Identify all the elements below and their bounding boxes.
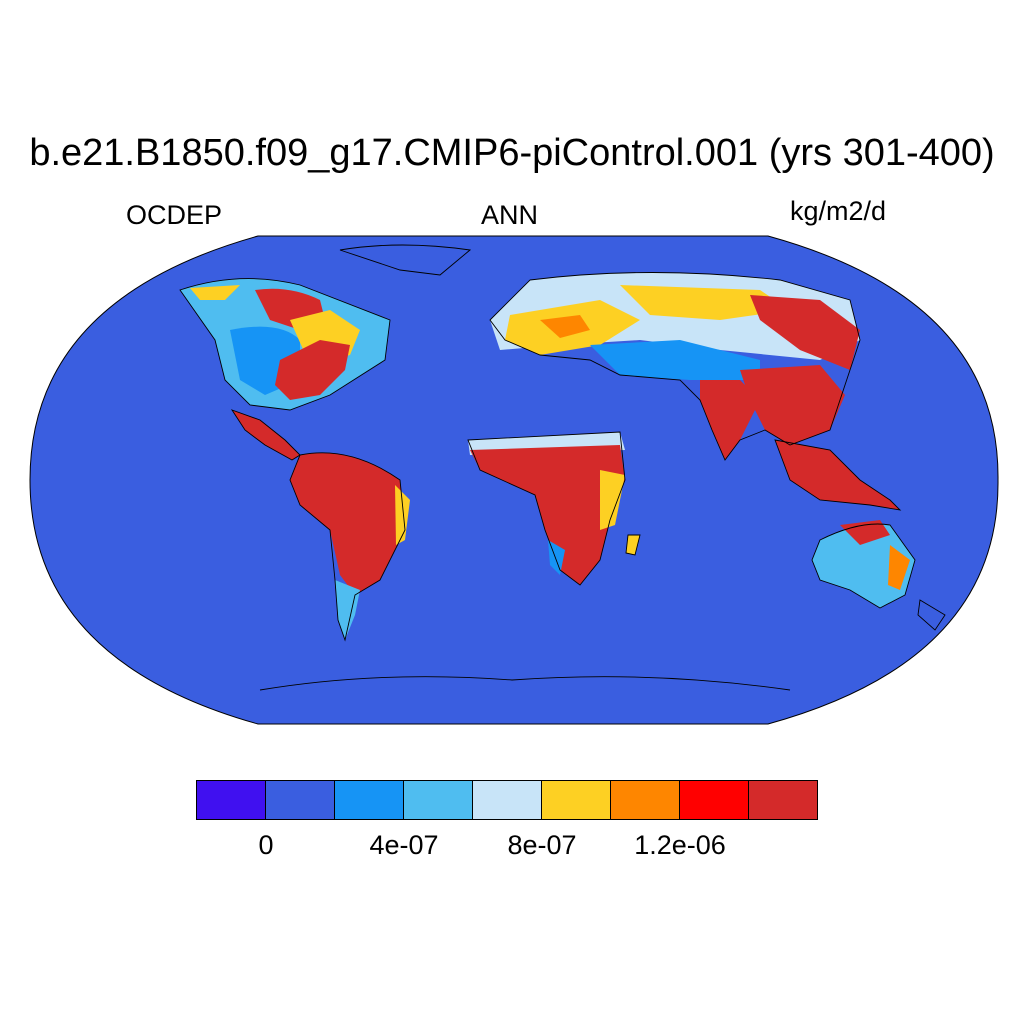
central-america bbox=[232, 410, 300, 460]
colorbar bbox=[196, 780, 818, 820]
east-us-red bbox=[275, 340, 350, 400]
colorbar-tick-label: 0 bbox=[258, 830, 274, 860]
colorbar-swatch bbox=[334, 780, 404, 820]
southeast-asia-red bbox=[775, 440, 900, 510]
colorbar-swatch bbox=[679, 780, 749, 820]
central-asia-blue bbox=[590, 340, 760, 380]
colorbar-swatch bbox=[265, 780, 335, 820]
india-red bbox=[700, 380, 760, 460]
colorbar-swatch bbox=[610, 780, 680, 820]
season-label: ANN bbox=[481, 200, 539, 230]
colorbar-tick-label: 4e-07 bbox=[369, 830, 439, 860]
colorbar-tick-label: 8e-07 bbox=[507, 830, 577, 860]
colorbar-swatch bbox=[472, 780, 542, 820]
siberia-yellow bbox=[620, 285, 790, 320]
south-america-south bbox=[335, 580, 360, 640]
plot-title: b.e21.B1850.f09_g17.CMIP6-piControl.001 … bbox=[29, 132, 995, 174]
units-label: kg/m2/d bbox=[790, 196, 887, 226]
madagascar bbox=[626, 535, 640, 555]
africa-red bbox=[470, 445, 625, 585]
colorbar-swatch bbox=[748, 780, 818, 820]
colorbar-tick-label: 1.2e-06 bbox=[634, 830, 726, 860]
south-america-red bbox=[290, 452, 405, 595]
map-fields bbox=[180, 272, 915, 640]
colorbar-swatch bbox=[541, 780, 611, 820]
australia-east bbox=[888, 545, 910, 590]
australia-light bbox=[812, 524, 915, 608]
north-america-yellow bbox=[190, 285, 240, 300]
east-africa-yellow bbox=[600, 470, 625, 530]
australia-north bbox=[840, 520, 890, 545]
coastlines bbox=[179, 244, 946, 691]
china-red bbox=[740, 365, 845, 445]
colorbar-swatch bbox=[403, 780, 473, 820]
east-asia-red bbox=[750, 295, 860, 370]
variable-label: OCDEP bbox=[126, 200, 223, 230]
colorbar-swatch bbox=[196, 780, 266, 820]
south-america-fringe bbox=[395, 485, 410, 545]
europe-orange bbox=[540, 315, 590, 338]
